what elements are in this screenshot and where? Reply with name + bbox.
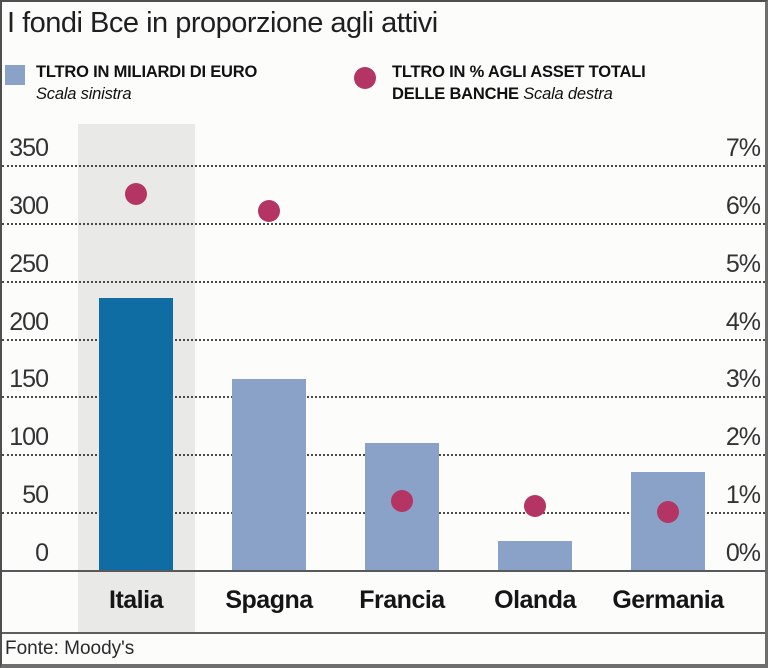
left-tick-label: 0: [35, 539, 49, 567]
category-label-francia: Francia: [359, 586, 445, 614]
right-tick-label: 3%: [725, 365, 761, 394]
chart-title: I fondi Bce in proporzione agli attivi: [7, 7, 438, 39]
x-axis-baseline: [2, 570, 765, 572]
category-label-italia: Italia: [109, 586, 163, 614]
category-label-olanda: Olanda: [494, 586, 576, 614]
left-tick-label: 200: [9, 307, 49, 336]
right-tick-label: 7%: [725, 134, 761, 162]
left-tick-label: 300: [9, 191, 49, 220]
source-note: Fonte: Moody's: [5, 638, 135, 659]
value-dot-francia: [391, 489, 413, 512]
legend-series1-text: TLTRO IN MILIARDI DI EURO: [36, 63, 258, 81]
value-dot-germania: [657, 501, 679, 524]
value-dot-olanda: [524, 495, 546, 518]
legend-series2-scale-note: Scala destra: [523, 85, 613, 103]
left-tick-label: 50: [22, 481, 49, 510]
left-tick-label: 350: [9, 134, 49, 162]
gridline: [2, 280, 765, 283]
gridline: [2, 222, 765, 225]
bar-italia: [99, 298, 173, 570]
legend-series2-label: TLTRO IN % AGLI ASSET TOTALI DELLE BANCH…: [392, 61, 752, 105]
category-label-germania: Germania: [612, 586, 724, 614]
left-tick-label: 250: [9, 249, 49, 278]
right-tick-label: 6%: [725, 191, 761, 220]
bar-olanda: [498, 541, 572, 570]
legend-dot-swatch-icon: [354, 67, 376, 89]
legend-series2-text-line1: TLTRO IN % AGLI ASSET TOTALI: [392, 63, 646, 81]
legend-bar-swatch-icon: [5, 65, 25, 85]
gridline: [2, 165, 765, 167]
left-tick-label: 100: [9, 423, 49, 452]
value-dot-spagna: [258, 200, 280, 223]
right-tick-label: 0%: [725, 539, 761, 567]
value-dot-italia: [125, 182, 147, 205]
gridline: [2, 396, 765, 399]
left-tick-label: 150: [9, 365, 49, 394]
category-label-spagna: Spagna: [225, 586, 313, 614]
right-tick-label: 5%: [725, 249, 761, 278]
right-tick-label: 1%: [725, 481, 761, 510]
footer-divider: [2, 632, 765, 634]
legend-series2-text-line2: DELLE BANCHE: [392, 85, 519, 103]
legend-series1-scale-note: Scala sinistra: [36, 85, 132, 103]
gridline: [2, 338, 765, 341]
bar-spagna: [232, 379, 306, 570]
right-tick-label: 4%: [725, 307, 761, 336]
legend-series1-label: TLTRO IN MILIARDI DI EURO Scala sinistra: [36, 61, 356, 105]
right-tick-label: 2%: [725, 423, 761, 452]
